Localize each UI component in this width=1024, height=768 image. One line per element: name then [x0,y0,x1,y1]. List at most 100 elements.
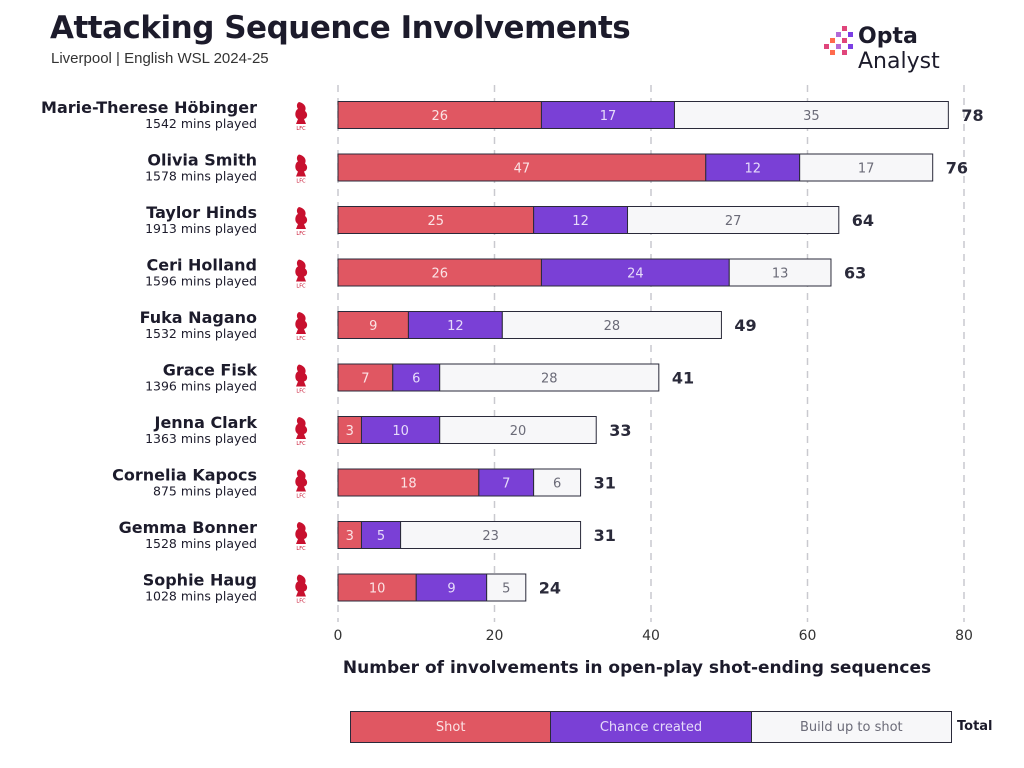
bar-data-label: 3 [346,529,354,544]
bar-data-label: 18 [400,477,417,492]
bar-total-label: 64 [852,211,874,230]
bar-segment-build-up [486,573,527,602]
bar-segment-build-up [728,258,832,287]
legend-shot: Shot [351,712,552,742]
bar-segment-chance-created [407,311,503,339]
bar-total-label: 31 [594,526,616,545]
chart-title: Attacking Sequence Involvements [50,10,631,46]
bar-data-label: 12 [447,319,464,334]
legend-build-up: Build up to shot [751,712,951,742]
player-name: Grace Fisk [163,361,258,380]
liverpool-crest-icon: LFC [295,259,308,290]
bar-data-label: 7 [502,477,510,492]
player-minutes: 1542 mins played [145,116,257,131]
player-minutes: 1028 mins played [145,589,257,604]
player-minutes: 875 mins played [153,484,257,499]
opta-logo-icon [824,26,853,55]
bar-total-label: 78 [961,106,983,125]
svg-text:LFC: LFC [296,284,306,290]
bar-data-label: 7 [361,372,369,387]
bar-segment-chance-created [360,521,402,549]
player-name: Cornelia Kapocs [112,466,257,485]
bar-data-label: 26 [431,267,448,282]
bar-data-label: 5 [377,529,385,544]
liverpool-crest-icon: LFC [295,207,308,237]
bar-segment-shot [337,153,707,182]
bar-segment-build-up [673,101,949,129]
legend: Shot Chance created Build up to shot [350,711,952,743]
bar-segment-build-up [439,363,660,392]
bar-segment-chance-created [540,258,730,287]
liverpool-crest-icon: LFC [295,364,308,395]
bar-data-label: 26 [431,109,448,124]
bar-segment-shot [337,206,535,234]
svg-text:LFC: LFC [296,336,306,342]
player-name: Gemma Bonner [119,518,258,537]
chart-subtitle: Liverpool | English WSL 2024-25 [51,50,269,67]
x-tick-label: 60 [799,628,817,644]
svg-text:LFC: LFC [296,599,306,605]
bar-segment-build-up [400,521,582,549]
bar-data-label: 25 [428,214,445,229]
player-minutes: 1396 mins played [145,379,257,394]
bar-data-label: 35 [803,109,820,124]
bar-data-label: 13 [772,267,789,282]
x-tick-label: 40 [642,628,660,644]
bar-total-label: 31 [594,474,616,493]
bar-total-label: 24 [539,579,561,598]
legend-chance-created: Chance created [551,712,752,742]
bar-segment-shot [337,573,417,602]
liverpool-crest-icon: LFC [295,417,308,447]
player-name: Taylor Hinds [146,203,257,222]
player-minutes: 1578 mins played [145,169,257,184]
bar-data-label: 3 [346,424,354,439]
bar-total-label: 33 [609,421,631,440]
player-minutes: 1596 mins played [145,274,257,289]
svg-text:LFC: LFC [296,126,306,132]
liverpool-crest-icon: LFC [295,102,308,132]
player-name: Sophie Haug [143,571,257,590]
liverpool-crest-icon: LFC [295,469,308,500]
player-name: Fuka Nagano [140,308,257,327]
svg-text:LFC: LFC [296,494,306,500]
player-minutes: 1528 mins played [145,536,257,551]
liverpool-crest-icon: LFC [295,154,308,185]
bar-data-label: 47 [514,162,531,177]
bar-data-label: 6 [553,477,561,492]
x-tick-label: 0 [334,628,343,644]
player-minutes: 1913 mins played [145,221,257,236]
bar-data-label: 17 [600,109,617,124]
bar-data-label: 10 [369,582,386,597]
liverpool-crest-icon: LFC [295,574,308,605]
bar-data-label: 23 [482,529,499,544]
bar-segment-chance-created [392,363,441,392]
bar-segment-chance-created [478,468,535,497]
bar-data-label: 27 [725,214,742,229]
bar-segment-chance-created [540,101,675,129]
player-minutes: 1532 mins played [145,326,257,341]
player-name: Marie-Therese Höbinger [41,98,257,117]
bar-data-label: 9 [447,582,455,597]
svg-text:LFC: LFC [296,546,306,552]
bar-segment-build-up [799,153,934,182]
svg-text:LFC: LFC [296,441,306,447]
bar-segment-build-up [533,468,582,497]
brand-wordmark: Opta Analyst [858,24,940,74]
bar-total-label: 41 [672,369,694,388]
opta-analyst-logo: Opta Analyst [820,22,1000,74]
bar-data-label: 6 [412,372,420,387]
liverpool-crest-icon: LFC [295,522,308,552]
svg-text:LFC: LFC [296,231,306,237]
bar-total-label: 76 [946,159,968,178]
bar-segment-shot [337,101,542,129]
x-tick-label: 80 [955,628,973,644]
bar-data-label: 17 [858,162,875,177]
bar-segment-build-up [439,416,597,444]
player-name: Jenna Clark [153,413,257,432]
svg-text:LFC: LFC [296,179,306,185]
bar-data-label: 9 [369,319,377,334]
legend-total: Total [957,719,993,734]
x-axis-label: Number of involvements in open-play shot… [342,658,932,678]
player-name: Ceri Holland [146,256,257,275]
